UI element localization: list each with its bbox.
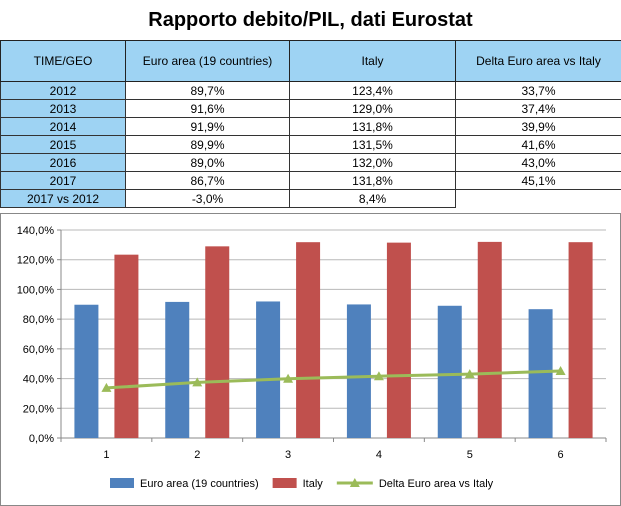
cell-italy: 132,0% bbox=[289, 153, 456, 172]
legend-marker bbox=[349, 478, 360, 487]
row-label: 2016 bbox=[0, 153, 126, 172]
x-tick-label: 3 bbox=[285, 449, 291, 461]
bar-euro-area bbox=[346, 304, 371, 438]
bar-italy bbox=[205, 246, 230, 438]
row-label: 2013 bbox=[0, 99, 126, 118]
header-time-geo: TIME/GEO bbox=[0, 40, 126, 82]
bar-italy bbox=[477, 241, 502, 438]
row-label: 2012 bbox=[0, 81, 126, 100]
row-label: 2017 vs 2012 bbox=[0, 189, 126, 208]
y-tick-label: 60,0% bbox=[23, 344, 54, 356]
header-delta: Delta Euro area vs Italy bbox=[455, 40, 621, 82]
bar-italy bbox=[386, 242, 411, 438]
x-tick-label: 1 bbox=[103, 449, 109, 461]
cell-euro-area: 91,6% bbox=[125, 99, 290, 118]
row-label: 2015 bbox=[0, 135, 126, 154]
cell-euro-area: 89,9% bbox=[125, 135, 290, 154]
y-tick-label: 80,0% bbox=[23, 314, 54, 326]
cell-delta: 39,9% bbox=[455, 117, 621, 136]
row-label: 2014 bbox=[0, 117, 126, 136]
legend-swatch bbox=[272, 478, 297, 488]
legend-label: Italy bbox=[303, 478, 324, 490]
table-row: 2017 vs 2012 -3,0% 8,4% bbox=[0, 189, 621, 208]
table-row: 2016 89,0% 132,0% 43,0% bbox=[0, 153, 621, 172]
header-italy: Italy bbox=[289, 40, 456, 82]
cell-italy: 131,5% bbox=[289, 135, 456, 154]
line-delta bbox=[106, 369, 561, 390]
x-tick-label: 4 bbox=[376, 449, 382, 461]
point-delta bbox=[464, 369, 475, 379]
point-delta bbox=[101, 382, 112, 392]
y-tick-label: 120,0% bbox=[17, 255, 55, 267]
cell-empty bbox=[455, 189, 621, 208]
table-row: 2012 89,7% 123,4% 33,7% bbox=[0, 81, 621, 100]
legend-swatch bbox=[110, 478, 134, 488]
point-delta bbox=[555, 365, 566, 375]
bar-euro-area bbox=[437, 305, 462, 438]
cell-italy: 8,4% bbox=[289, 189, 456, 208]
cell-delta: 33,7% bbox=[455, 81, 621, 100]
y-tick-label: 20,0% bbox=[23, 403, 54, 415]
bar-italy bbox=[114, 254, 139, 438]
bar-euro-area bbox=[528, 309, 553, 438]
cell-delta: 41,6% bbox=[455, 135, 621, 154]
y-tick-label: 100,0% bbox=[17, 284, 55, 296]
bar-italy bbox=[296, 242, 321, 438]
cell-euro-area: 86,7% bbox=[125, 171, 290, 190]
cell-italy: 123,4% bbox=[289, 81, 456, 100]
cell-euro-area: 91,9% bbox=[125, 117, 290, 136]
chart-title: Rapporto debito/PIL, dati Eurostat bbox=[148, 8, 473, 31]
cell-italy: 129,0% bbox=[289, 99, 456, 118]
cell-delta: 43,0% bbox=[455, 153, 621, 172]
point-delta bbox=[283, 373, 294, 383]
table-row: 2013 91,6% 129,0% 37,4% bbox=[0, 99, 621, 118]
y-tick-label: 40,0% bbox=[23, 374, 54, 386]
cell-euro-area: 89,7% bbox=[125, 81, 290, 100]
x-tick-label: 2 bbox=[194, 449, 200, 461]
cell-italy: 131,8% bbox=[289, 171, 456, 190]
x-tick-label: 6 bbox=[558, 449, 564, 461]
x-tick-label: 5 bbox=[467, 449, 473, 461]
cell-delta: 37,4% bbox=[455, 99, 621, 118]
point-delta bbox=[192, 377, 203, 387]
cell-italy: 131,8% bbox=[289, 117, 456, 136]
legend-label: Delta Euro area vs Italy bbox=[379, 478, 494, 490]
bar-euro-area bbox=[165, 301, 190, 438]
table-header-row: TIME/GEO Euro area (19 countries) Italy … bbox=[0, 40, 621, 82]
row-label: 2017 bbox=[0, 171, 126, 190]
y-tick-label: 0,0% bbox=[29, 433, 54, 445]
cell-delta: 45,1% bbox=[455, 171, 621, 190]
bar-italy bbox=[568, 242, 593, 438]
table-row: 2017 86,7% 131,8% 45,1% bbox=[0, 171, 621, 190]
point-delta bbox=[373, 371, 384, 381]
bar-euro-area bbox=[256, 301, 281, 438]
data-table: TIME/GEO Euro area (19 countries) Italy … bbox=[0, 40, 621, 208]
legend-label: Euro area (19 countries) bbox=[140, 478, 259, 490]
table-row: 2014 91,9% 131,8% 39,9% bbox=[0, 117, 621, 136]
cell-euro-area: -3,0% bbox=[125, 189, 290, 208]
combo-chart: 0,0% 20,0% 40,0% 60,0% 80,0% 100,0% 120,0% 140,… bbox=[17, 225, 607, 490]
table-row: 2015 89,9% 131,5% 41,6% bbox=[0, 135, 621, 154]
bar-euro-area bbox=[74, 304, 99, 438]
y-tick-label: 140,0% bbox=[17, 225, 55, 237]
header-euro-area: Euro area (19 countries) bbox=[125, 40, 290, 82]
cell-euro-area: 89,0% bbox=[125, 153, 290, 172]
